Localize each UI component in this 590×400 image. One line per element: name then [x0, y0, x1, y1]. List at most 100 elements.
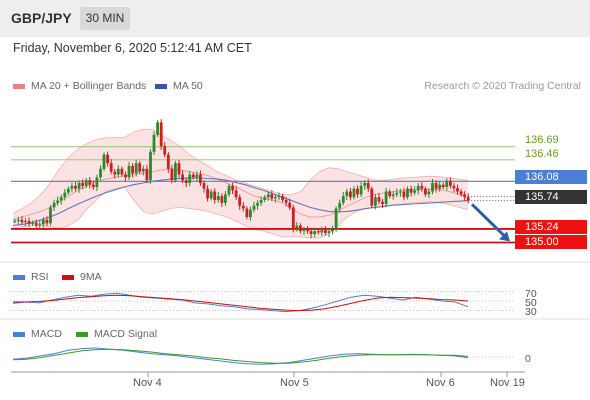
symbol-title: GBP/JPY [11, 10, 72, 26]
rsi-level-70: 70 [525, 288, 537, 300]
candle-body [270, 194, 274, 199]
candle-body [413, 190, 417, 193]
candle-body [199, 174, 202, 183]
legend-bollinger-label: MA 20 + Bollinger Bands [31, 80, 147, 92]
timeframe-button[interactable]: 30 MIN [80, 7, 130, 30]
legend-rsi-ma: 9MA [62, 271, 102, 283]
candle-body [452, 185, 456, 189]
candle-body [384, 191, 388, 204]
candle-body [288, 202, 292, 208]
candle-body [31, 222, 34, 224]
candle-body [134, 163, 138, 174]
candle-body [109, 163, 113, 172]
candle-body [102, 154, 106, 169]
legend-macd: MACD [13, 328, 62, 340]
legend-macd-label: MACD [31, 328, 62, 340]
level-label-136-69: 136.69 [525, 134, 559, 146]
candle-body [106, 154, 109, 164]
candle-body [41, 219, 45, 225]
candle-body [120, 168, 124, 175]
candle-body [334, 208, 338, 230]
candle-body [449, 181, 452, 186]
candle-body [138, 163, 142, 172]
x-tick-nov-19: Nov 19 [490, 377, 525, 389]
legend-ma50: MA 50 [155, 80, 203, 92]
current-price-badge: 135.74 [515, 190, 587, 204]
candle-body [327, 231, 331, 233]
candle-body [338, 202, 342, 209]
x-tick-nov-6: Nov 6 [426, 377, 455, 389]
legend-rsi-ma-label: 9MA [80, 271, 102, 283]
candle-body [402, 191, 406, 198]
candle-body [63, 192, 67, 198]
candle-body [284, 200, 288, 203]
candle-body [66, 188, 70, 193]
candle-body [463, 194, 466, 198]
candle-body [224, 194, 227, 203]
candle-body [316, 231, 320, 233]
candle-body [17, 219, 20, 221]
candle-body [152, 134, 156, 152]
candle-body [374, 197, 377, 206]
candle-body [256, 202, 259, 206]
candle-body [238, 197, 242, 206]
candle-body [324, 230, 327, 233]
candle-body [84, 180, 88, 186]
candle-body [320, 230, 324, 233]
candle-body [195, 174, 199, 178]
candle-body [13, 221, 17, 222]
candle-body [416, 185, 420, 191]
candle-body [259, 200, 263, 203]
candle-body [127, 166, 131, 178]
candle-body [434, 183, 438, 189]
candle-body [309, 231, 313, 234]
candle-body [341, 196, 345, 203]
level-badge-135-24: 135.24 [515, 220, 587, 234]
candle-body [370, 188, 374, 206]
candle-body [95, 177, 99, 187]
candle-body [45, 219, 49, 224]
candle-body [227, 185, 231, 195]
candle-body [234, 190, 238, 198]
candle-body [249, 209, 252, 218]
candle-body [427, 191, 431, 195]
candle-body [174, 163, 177, 181]
candle-body [184, 180, 188, 183]
candle-body [216, 196, 220, 201]
candle-body [27, 221, 31, 224]
candle-body [409, 188, 413, 193]
rsi-ma-line [13, 294, 469, 312]
credit-text: Research © 2020 Trading Central [424, 80, 581, 92]
macd-level-0: 0 [525, 353, 531, 365]
candle-body [274, 197, 277, 199]
candle-body [241, 205, 245, 209]
rsi-line [12, 292, 469, 313]
candle-body [445, 181, 449, 187]
legend-rsi: RSI [13, 271, 49, 283]
x-tick-nov-5: Nov 5 [280, 377, 309, 389]
candle-body [159, 122, 163, 147]
candle-body [302, 230, 306, 232]
candle-body [391, 194, 395, 197]
candle-body [156, 122, 159, 135]
candle-body [220, 196, 224, 203]
candle-body [331, 229, 334, 232]
candle-body [438, 184, 442, 189]
legend-macd-signal-label: MACD Signal [94, 328, 158, 340]
candle-body [206, 188, 209, 199]
candle-body [406, 188, 409, 198]
candle-body [149, 151, 152, 181]
candle-body [52, 202, 56, 208]
ma20-line [12, 168, 469, 221]
candle-body [431, 183, 434, 192]
candle-body [299, 225, 302, 232]
candle-body [191, 174, 195, 178]
candle-body [116, 168, 120, 175]
candle-body [313, 231, 317, 234]
candle-body [170, 168, 174, 181]
level-badge-136-08: 136.08 [515, 170, 587, 184]
candle-body [349, 191, 352, 198]
candle-body [209, 191, 213, 199]
candle-body [345, 191, 349, 196]
candle-body [281, 196, 284, 201]
